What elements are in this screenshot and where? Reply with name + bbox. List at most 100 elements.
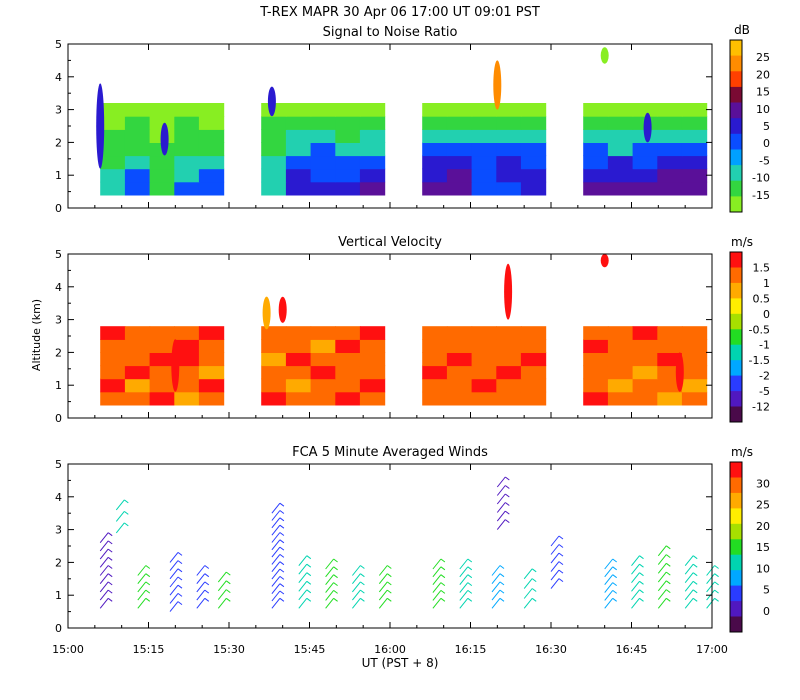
- wind-barb-flag: [177, 568, 183, 573]
- wind-barb: [631, 572, 640, 584]
- heatmap-cell: [422, 326, 448, 340]
- y-tick-label: 0: [55, 622, 62, 635]
- wind-barb-flag: [360, 573, 365, 578]
- x-tick-label: 16:45: [616, 643, 648, 656]
- wind-barb: [99, 597, 109, 609]
- colorbar-swatch: [730, 462, 742, 478]
- heatmap-cell: [174, 116, 200, 130]
- colorbar-swatch: [730, 360, 742, 377]
- y-tick-label: 2: [55, 136, 62, 149]
- heatmap-cell: [335, 378, 361, 393]
- wind-barb: [491, 573, 501, 585]
- wind-barb: [271, 554, 281, 565]
- wind-barb-flag: [714, 589, 719, 594]
- wind-barb: [459, 582, 469, 593]
- wind-barb-flag: [692, 597, 698, 602]
- colorbar-swatch: [730, 149, 742, 166]
- panel-title: Vertical Velocity: [338, 235, 442, 250]
- heatmap-cell: [124, 326, 151, 340]
- colorbar-label: -12: [752, 401, 770, 414]
- heatmap-cell: [359, 155, 386, 170]
- wind-barb: [523, 597, 533, 609]
- heatmap-cell: [681, 116, 708, 130]
- heatmap-cell: [359, 181, 386, 196]
- wind-barb: [115, 511, 125, 522]
- heatmap-cell: [422, 129, 448, 143]
- heatmap-cell: [520, 142, 547, 157]
- wind-barb-flag: [145, 589, 151, 594]
- wind-barb: [137, 597, 147, 609]
- colorbar-label: -1: [759, 339, 770, 352]
- heatmap-cell: [422, 168, 448, 183]
- heatmap-cell: [496, 168, 522, 183]
- heatmap-cell: [422, 352, 448, 367]
- heatmap-cell: [607, 168, 634, 183]
- wind-barb-flag: [440, 582, 446, 586]
- heatmap-cell: [607, 339, 634, 353]
- wind-barb: [196, 589, 206, 601]
- heatmap-cell: [607, 326, 634, 340]
- heatmap-feature: [262, 296, 271, 330]
- heatmap-cell: [261, 116, 287, 130]
- colorbar: dB 25 20 15 10 5 0 -5 -10 -15: [729, 23, 770, 213]
- wind-barb-flag: [440, 566, 446, 571]
- wind-barb-flag: [279, 597, 285, 602]
- heatmap-cell: [632, 181, 658, 196]
- wind-barb-flag: [145, 573, 151, 578]
- heatmap-cell: [285, 339, 312, 353]
- heatmap-cell: [446, 168, 473, 183]
- colorbar-label: 1: [763, 277, 770, 290]
- heatmap-cell: [607, 103, 634, 117]
- wind-barb: [271, 510, 281, 521]
- heatmap-cell: [149, 181, 175, 196]
- wind-barb-flag: [665, 580, 671, 585]
- colorbar-swatch: [730, 298, 742, 315]
- wind-barb-flag: [386, 581, 392, 586]
- heatmap-cell: [198, 326, 225, 340]
- wind-barb: [137, 565, 147, 576]
- wind-barb: [684, 589, 694, 601]
- heatmap-cell: [632, 168, 658, 183]
- heatmap-cell: [335, 352, 361, 367]
- heatmap-cell: [520, 378, 547, 393]
- y-tick-label: 2: [55, 346, 62, 359]
- heatmap-cell: [446, 129, 473, 143]
- wind-barb: [550, 535, 560, 547]
- heatmap-cell: [359, 129, 386, 143]
- heatmap-cell: [496, 103, 522, 117]
- wind-barb: [706, 581, 715, 593]
- heatmap-cell: [583, 103, 609, 117]
- heatmap-cell: [174, 378, 200, 393]
- wind-barb: [99, 548, 109, 560]
- wind-barb: [298, 555, 308, 567]
- wind-barb-flag: [107, 556, 113, 561]
- wind-barb: [604, 582, 614, 593]
- y-tick-label: 1: [55, 379, 62, 392]
- heatmap-cell: [520, 103, 547, 117]
- heatmap-cell: [607, 116, 634, 130]
- wind-barb: [99, 581, 109, 593]
- wind-barb-flag: [107, 532, 113, 537]
- wind-barb-flag: [204, 589, 210, 594]
- wind-barb: [459, 558, 469, 570]
- wind-barb-flag: [386, 565, 392, 569]
- wind-barb-flag: [226, 597, 231, 602]
- wind-barb: [271, 539, 281, 551]
- wind-barb: [271, 576, 281, 587]
- colorbar-label: 10: [756, 103, 770, 116]
- heatmap-cell: [359, 352, 386, 367]
- heatmap-cell: [657, 391, 683, 406]
- colorbar-label: 20: [756, 68, 770, 81]
- heatmap-feature: [278, 296, 287, 323]
- wind-barb-flag: [440, 590, 446, 594]
- heatmap-cell: [471, 352, 497, 367]
- colorbar-label: 25: [756, 499, 770, 512]
- heatmap-cell: [149, 155, 175, 170]
- heatmap-cell: [520, 129, 547, 143]
- wind-barb-flag: [467, 558, 473, 563]
- wind-barb-flag: [279, 510, 285, 514]
- wind-barb-flag: [665, 545, 671, 550]
- wind-barb: [196, 597, 206, 609]
- heatmap-cell: [520, 181, 547, 196]
